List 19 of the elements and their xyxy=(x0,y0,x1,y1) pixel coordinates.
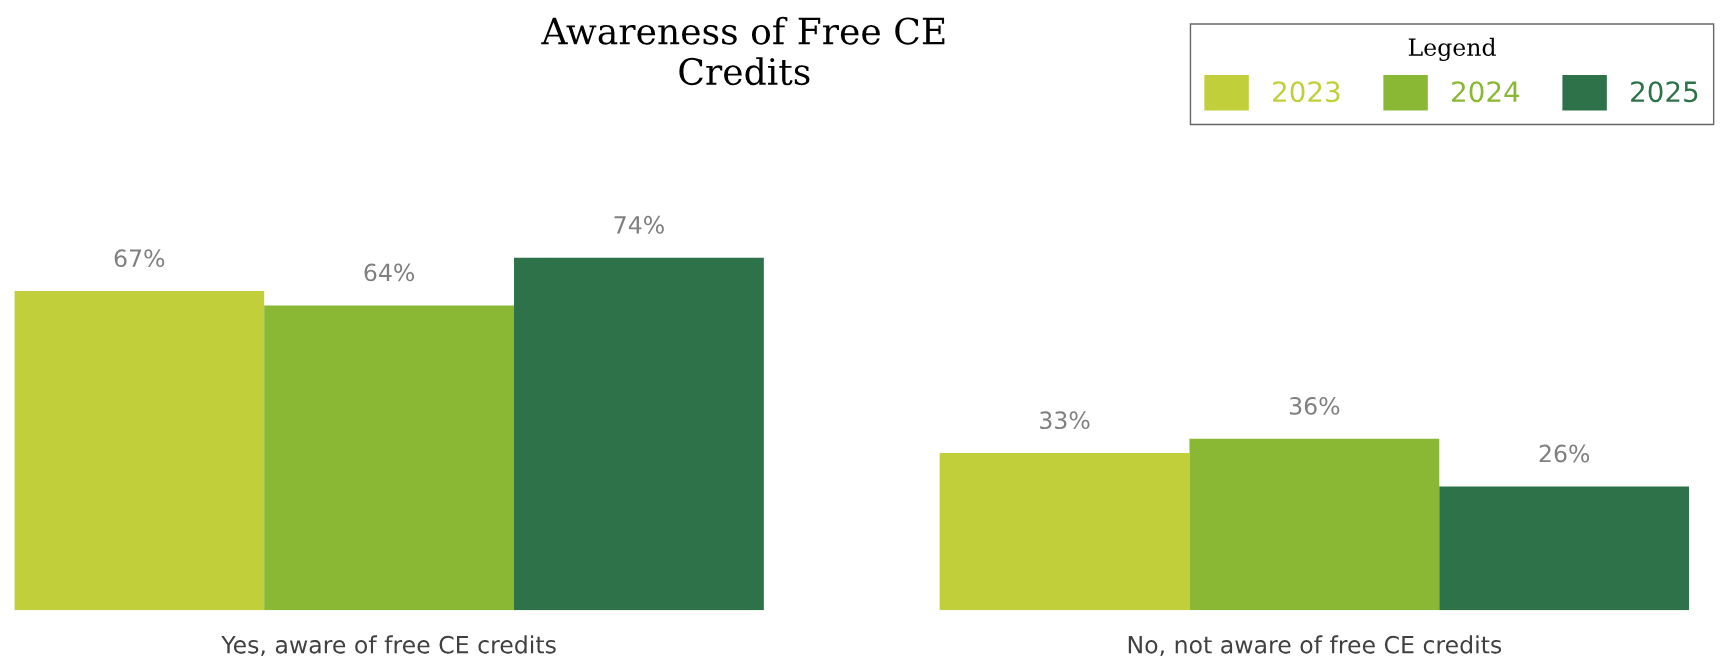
data-label: 33% xyxy=(1040,411,1090,430)
data-label: 26% xyxy=(1539,444,1590,463)
bar xyxy=(264,305,515,611)
data-label: 64% xyxy=(364,263,415,282)
bar xyxy=(939,453,1190,611)
x-tick-label: No, not aware of free CE credits xyxy=(1128,635,1502,657)
x-tick-label: Yes, aware of free CE credits xyxy=(221,635,556,657)
legend-label: 2025 xyxy=(1631,81,1698,103)
data-label: 36% xyxy=(1289,396,1340,415)
chart-title: Awareness of Free CE Credits xyxy=(541,16,945,86)
bar xyxy=(1189,438,1440,611)
legend-label: 2023 xyxy=(1273,81,1340,103)
data-label: 74% xyxy=(614,215,664,234)
bar xyxy=(514,257,764,611)
bar xyxy=(1439,486,1690,611)
bar xyxy=(14,291,265,611)
legend-title: Legend xyxy=(1408,37,1496,62)
legend-label: 2024 xyxy=(1452,81,1520,103)
data-label: 67% xyxy=(114,249,165,268)
